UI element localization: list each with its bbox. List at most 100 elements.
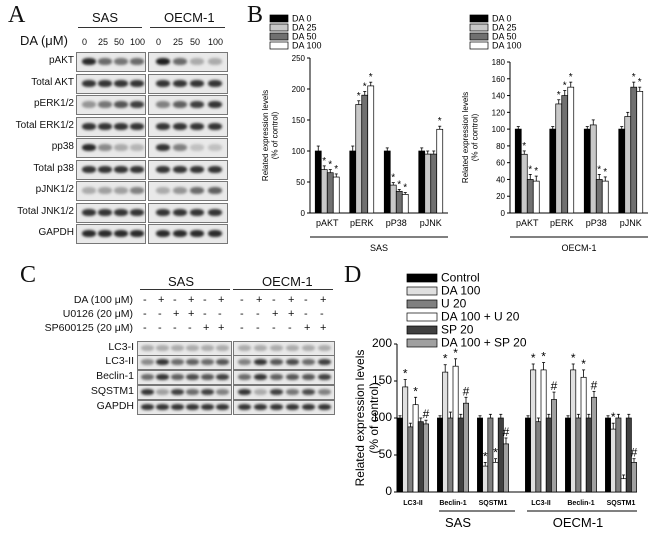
blot-band: [254, 359, 267, 365]
significance-mark: *: [534, 166, 538, 177]
treatment-mark: -: [218, 308, 222, 320]
x-category-label: pJNK: [420, 218, 442, 228]
bar: [492, 462, 499, 493]
y-axis-label-line: Related expression levels: [353, 350, 367, 487]
blot-band: [114, 79, 128, 87]
legend-label: DA 0: [292, 14, 312, 24]
bar: [395, 190, 403, 214]
significance-mark: *: [557, 90, 561, 101]
bar: [401, 194, 409, 214]
blot-band: [98, 144, 112, 151]
bar: [636, 91, 644, 214]
y-tick-label: 250: [292, 54, 306, 63]
blot-band: [254, 374, 267, 380]
treatment-mark: -: [143, 294, 147, 306]
bar: [355, 104, 363, 214]
bar: [532, 180, 540, 214]
bar: [589, 124, 597, 214]
treatment-mark: +: [288, 294, 295, 306]
bar: [326, 172, 334, 214]
y-tick-label: 20: [496, 192, 505, 201]
bar: [447, 417, 454, 493]
blot-band: [156, 187, 170, 194]
blot-band: [171, 345, 184, 351]
bar: [570, 369, 577, 493]
bar: [585, 417, 592, 493]
bar: [412, 404, 419, 493]
legend-label: DA 50: [492, 32, 517, 42]
treatment-mark: -: [143, 308, 147, 320]
bar: [630, 86, 638, 214]
blot-band: [173, 144, 187, 151]
blot-strip-sas: [76, 73, 146, 94]
significance-mark: *: [413, 384, 418, 398]
blot-band: [302, 389, 315, 395]
blot-strip-sas: [76, 224, 146, 244]
blot-strip-sas: [76, 181, 146, 201]
bar: [397, 417, 403, 493]
blot-band: [156, 165, 170, 173]
blot-band: [156, 374, 169, 380]
legend-swatch: [269, 14, 289, 23]
bar: [514, 128, 522, 214]
legend-swatch: [269, 23, 289, 32]
blot-strip-sas: [137, 370, 232, 385]
legend-swatch: [469, 23, 489, 32]
blot-band: [114, 122, 128, 130]
blot-band: [98, 101, 112, 108]
bar: [525, 417, 531, 493]
treatment-mark: -: [304, 308, 308, 320]
blot-band: [254, 389, 267, 395]
blot-band: [82, 79, 96, 87]
x-category-label: pAKT: [316, 218, 339, 228]
bar: [463, 402, 469, 493]
significance-mark: *: [403, 183, 407, 194]
significance-mark: *: [597, 164, 601, 175]
significance-mark: *: [638, 77, 642, 88]
blot-band: [98, 165, 112, 173]
treatment-mark: -: [143, 322, 147, 334]
blot-band: [156, 101, 170, 108]
blot-row-label: LC3-I: [108, 341, 134, 353]
blot-band: [156, 144, 170, 151]
bar: [580, 376, 587, 493]
blot-strip-oecm1: [233, 400, 335, 415]
group-label: OECM-1: [553, 515, 604, 530]
blot-band: [114, 101, 128, 108]
y-tick-label: 0: [301, 209, 306, 218]
blot-band: [208, 187, 222, 194]
blot-band: [141, 359, 154, 365]
legend-swatch: [269, 41, 289, 50]
blot-band: [254, 404, 267, 410]
blot-band: [156, 230, 170, 237]
legend-swatch: [406, 286, 438, 296]
group-label: SAS: [370, 243, 388, 253]
blot-band: [98, 230, 112, 237]
bar: [436, 128, 444, 214]
treatment-mark: -: [158, 308, 162, 320]
blot-band: [141, 374, 154, 380]
y-tick-label: 50: [379, 447, 393, 461]
oecm1-bracket-line-c: [233, 289, 333, 290]
blot-band: [302, 404, 315, 410]
treatment-mark: -: [320, 308, 324, 320]
x-category-label: pERK: [550, 218, 574, 228]
blot-band: [82, 165, 96, 173]
treatment-mark: +: [218, 294, 225, 306]
blot-band: [190, 187, 204, 194]
bar: [595, 179, 603, 214]
blot-band: [190, 165, 204, 173]
blot-band: [186, 374, 199, 380]
blot-band: [238, 404, 251, 410]
blot-band: [141, 389, 154, 395]
blot-row-label: pAKT: [48, 55, 74, 66]
x-category-label: pJNK: [620, 218, 642, 228]
dose-axis-label: DA (μM): [20, 33, 68, 48]
blot-band: [156, 359, 169, 365]
legend-label: DA 100 + U 20: [441, 310, 520, 324]
treatment-mark: +: [320, 322, 327, 334]
blot-band: [130, 165, 144, 173]
y-tick-label: 100: [292, 147, 306, 156]
dose-label: 100: [208, 37, 224, 47]
blot-band: [286, 404, 299, 410]
